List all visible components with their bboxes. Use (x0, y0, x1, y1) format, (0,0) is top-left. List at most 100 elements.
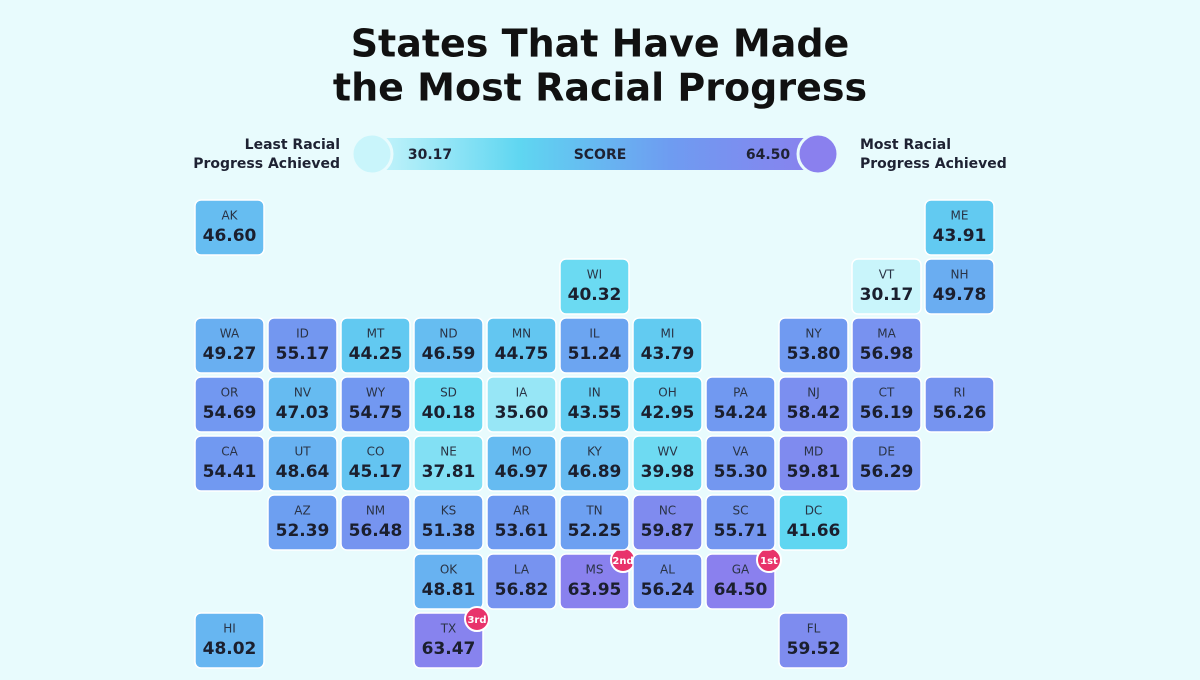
state-tile (413, 317, 484, 374)
rank-label: 3rd (467, 615, 486, 626)
state-code: MT (367, 327, 385, 341)
state-tile (851, 376, 922, 433)
legend-bar (370, 138, 820, 170)
state-score: 48.02 (203, 639, 257, 659)
state-tile (486, 317, 557, 374)
state-score: 46.89 (568, 462, 622, 482)
state-code: MI (661, 327, 675, 341)
state-score: 55.17 (276, 344, 330, 364)
state-score: 44.25 (349, 344, 403, 364)
state-score: 59.87 (641, 521, 695, 541)
state-tile (705, 553, 776, 610)
state-code: GA (732, 563, 750, 577)
state-tile (632, 494, 703, 551)
state-score: 56.48 (349, 521, 403, 541)
state-tile (705, 376, 776, 433)
state-tile (924, 258, 995, 315)
rank-label: 2nd (612, 556, 633, 567)
legend-max: 64.50 (746, 147, 791, 163)
state-code: WI (587, 268, 602, 282)
state-code: KY (587, 445, 602, 459)
state-code: NC (659, 504, 676, 518)
rank-badge (464, 606, 490, 632)
state-score: 49.27 (203, 344, 257, 364)
state-code: ME (951, 209, 969, 223)
state-tile (851, 317, 922, 374)
state-code: MD (804, 445, 824, 459)
state-tile (632, 317, 703, 374)
state-code: AL (660, 563, 675, 577)
state-score: 39.98 (641, 462, 695, 482)
state-tile (778, 376, 849, 433)
state-score: 54.75 (349, 403, 403, 423)
state-tile (705, 494, 776, 551)
state-code: WY (366, 386, 386, 400)
state-score: 48.81 (422, 580, 476, 600)
state-code: CT (879, 386, 895, 400)
state-tile (924, 199, 995, 256)
state-tile (778, 435, 849, 492)
state-score: 41.66 (787, 521, 841, 541)
legend-high-dot (796, 132, 840, 176)
state-tile (194, 612, 265, 669)
state-tile (559, 494, 630, 551)
state-code: PA (733, 386, 748, 400)
state-tile (194, 199, 265, 256)
state-code: MN (512, 327, 531, 341)
state-code: TX (440, 622, 457, 636)
legend-high-text: Progress Achieved (860, 156, 1007, 172)
state-code: DE (878, 445, 895, 459)
state-tile (413, 494, 484, 551)
state-tile (340, 376, 411, 433)
state-tile (413, 553, 484, 610)
state-tile (267, 435, 338, 492)
state-score: 59.52 (787, 639, 841, 659)
state-code: IL (589, 327, 600, 341)
state-code: TN (585, 504, 602, 518)
state-score: 56.19 (860, 403, 914, 423)
state-tile (778, 494, 849, 551)
state-code: IA (516, 386, 529, 400)
state-score: 64.50 (714, 580, 768, 600)
state-code: UT (294, 445, 311, 459)
state-code: OH (658, 386, 676, 400)
state-score: 59.81 (787, 462, 841, 482)
legend-low-text: Progress Achieved (193, 156, 340, 172)
state-score: 30.17 (860, 285, 914, 305)
state-score: 45.17 (349, 462, 403, 482)
legend-label: SCORE (574, 147, 627, 163)
state-tile (486, 376, 557, 433)
state-code: NH (951, 268, 969, 282)
state-score: 53.80 (787, 344, 841, 364)
state-score: 54.24 (714, 403, 768, 423)
legend-min: 30.17 (408, 147, 452, 163)
state-score: 63.47 (422, 639, 476, 659)
state-tile (194, 376, 265, 433)
state-tile (340, 317, 411, 374)
state-tile (413, 612, 484, 669)
state-score: 35.60 (495, 403, 549, 423)
state-code: MA (877, 327, 896, 341)
state-score: 55.71 (714, 521, 768, 541)
state-tile (632, 553, 703, 610)
legend-low-dot (350, 132, 394, 176)
state-code: CA (221, 445, 238, 459)
title-line: States That Have Made (351, 22, 850, 66)
state-code: KS (441, 504, 457, 518)
state-code: NE (440, 445, 457, 459)
state-score: 46.59 (422, 344, 476, 364)
state-code: AZ (294, 504, 310, 518)
state-code: OR (221, 386, 239, 400)
state-tile (778, 612, 849, 669)
state-score: 56.82 (495, 580, 549, 600)
state-code: NM (366, 504, 385, 518)
state-code: DC (805, 504, 823, 518)
state-tile (559, 376, 630, 433)
rank-label: 1st (760, 556, 778, 567)
state-tile (778, 317, 849, 374)
state-code: WA (220, 327, 240, 341)
state-tile (194, 317, 265, 374)
legend-low-text: Least Racial (245, 137, 340, 153)
state-code: SD (440, 386, 457, 400)
